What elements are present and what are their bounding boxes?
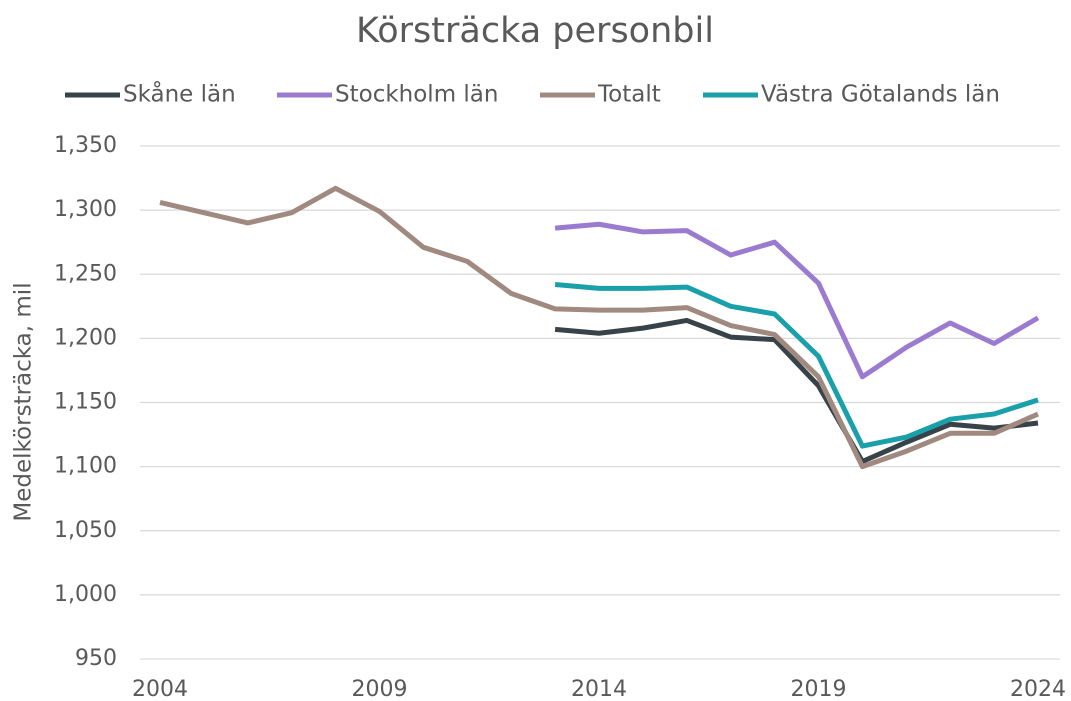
x-tick-label: 2009 bbox=[352, 677, 408, 701]
series-line bbox=[159, 185, 1040, 470]
y-tick-label: 1,000 bbox=[54, 582, 117, 607]
x-tick-label: 2019 bbox=[791, 677, 847, 701]
y-tick-label: 1,150 bbox=[54, 390, 117, 415]
legend-label: Totalt bbox=[597, 82, 661, 108]
x-tick-label: 2004 bbox=[132, 677, 188, 701]
y-tick-label: 1,100 bbox=[54, 454, 117, 479]
y-tick-label: 1,050 bbox=[54, 518, 117, 543]
y-tick-label: 1,200 bbox=[54, 325, 117, 350]
series-line bbox=[554, 221, 1040, 380]
y-tick-label: 1,300 bbox=[54, 197, 117, 222]
legend-label: Skåne län bbox=[123, 80, 236, 108]
chart-title: Körsträcka personbil bbox=[356, 11, 714, 51]
series-line bbox=[554, 282, 1039, 449]
legend-label: Stockholm län bbox=[335, 82, 498, 108]
y-tick-label: 950 bbox=[75, 646, 117, 671]
series-line bbox=[554, 317, 1039, 464]
x-tick-label: 2024 bbox=[1010, 677, 1066, 701]
y-tick-label: 1,350 bbox=[54, 133, 117, 158]
y-tick-label: 1,250 bbox=[54, 261, 117, 286]
x-tick-label: 2014 bbox=[571, 677, 627, 701]
legend-label: Västra Götalands län bbox=[761, 82, 1000, 108]
y-axis-label: Medelkörsträcka, mil bbox=[11, 282, 37, 521]
